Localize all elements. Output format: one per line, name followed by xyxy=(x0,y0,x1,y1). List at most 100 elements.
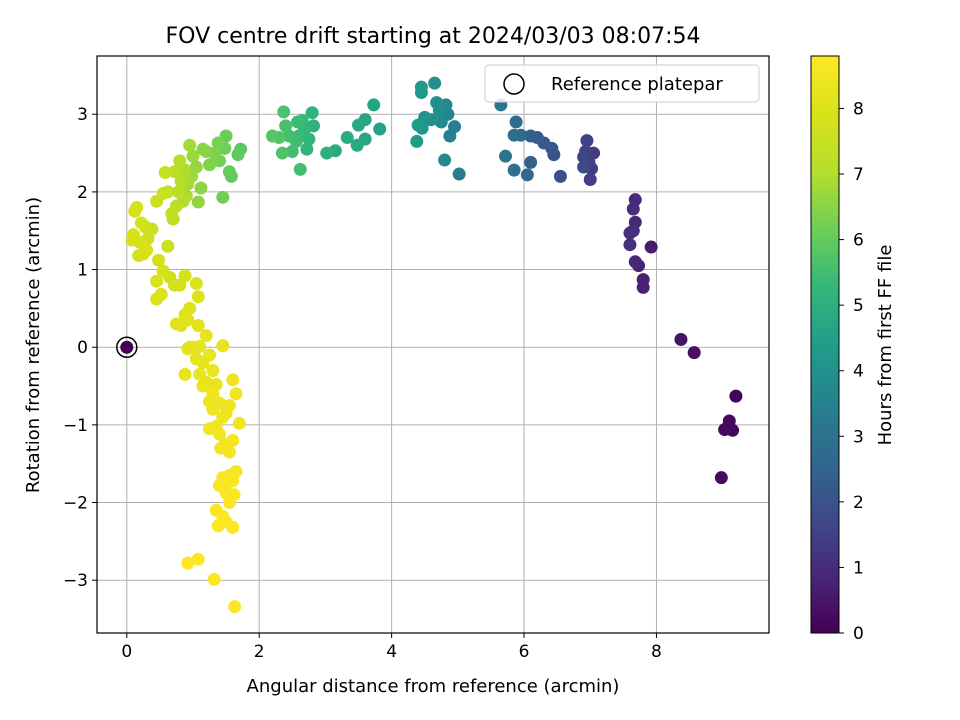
data-point xyxy=(206,402,220,416)
data-point xyxy=(636,280,650,294)
data-point xyxy=(183,301,197,315)
data-point xyxy=(226,520,240,534)
reference-marker xyxy=(116,336,138,358)
data-point xyxy=(373,122,387,136)
data-point xyxy=(229,387,243,401)
data-point xyxy=(227,488,241,502)
data-point xyxy=(167,165,181,179)
data-point xyxy=(203,158,217,172)
data-point xyxy=(524,129,538,143)
data-point xyxy=(291,115,305,129)
data-point xyxy=(206,387,220,401)
data-point xyxy=(183,138,197,152)
colorbar-tick-label: 1 xyxy=(853,558,864,578)
x-tick-label: 8 xyxy=(651,642,662,662)
data-point xyxy=(352,118,366,132)
data-point xyxy=(191,195,205,209)
data-point xyxy=(729,389,743,403)
data-point xyxy=(509,115,523,129)
data-point xyxy=(231,148,245,162)
data-point xyxy=(156,264,170,278)
data-point xyxy=(222,398,236,412)
x-axis-label: Angular distance from reference (arcmin) xyxy=(247,676,620,697)
data-point xyxy=(626,202,640,216)
data-point xyxy=(193,339,207,353)
x-tick-label: 0 xyxy=(121,642,132,662)
data-point xyxy=(174,174,188,188)
y-tick-label: 0 xyxy=(77,338,88,358)
legend-marker xyxy=(503,73,525,95)
data-point xyxy=(191,318,205,332)
data-point xyxy=(178,269,192,283)
colorbar-tick-label: 4 xyxy=(853,362,864,382)
data-point xyxy=(265,129,279,143)
y-tick-label: −3 xyxy=(63,571,88,591)
data-point xyxy=(438,153,452,167)
y-tick-label: 3 xyxy=(77,105,88,125)
data-point xyxy=(206,364,220,378)
data-point xyxy=(212,427,226,441)
data-point xyxy=(150,292,164,306)
data-point xyxy=(216,190,230,204)
data-point xyxy=(232,416,246,430)
data-point xyxy=(211,519,225,533)
data-point xyxy=(134,216,148,230)
data-point xyxy=(191,552,205,566)
data-point xyxy=(623,238,637,252)
data-point xyxy=(216,339,230,353)
data-point xyxy=(158,165,172,179)
data-point xyxy=(282,129,296,143)
data-point xyxy=(222,165,236,179)
y-tick-label: −1 xyxy=(63,416,88,436)
data-point xyxy=(623,226,637,240)
data-point xyxy=(196,142,210,156)
data-point xyxy=(165,207,179,221)
colorbar-tick-label: 2 xyxy=(853,493,864,513)
x-axis-ticks: 0 2 4 6 8 xyxy=(121,633,662,662)
data-point xyxy=(434,115,448,129)
data-point xyxy=(553,169,567,183)
data-point xyxy=(498,149,512,163)
legend-label: Reference platepar xyxy=(551,74,723,95)
data-point xyxy=(687,346,701,360)
data-point xyxy=(285,145,299,159)
data-point xyxy=(452,167,466,181)
data-point xyxy=(211,136,225,150)
data-point xyxy=(428,76,442,90)
x-tick-label: 2 xyxy=(254,642,265,662)
chart-title: FOV centre drift starting at 2024/03/03 … xyxy=(166,24,701,49)
data-point xyxy=(214,441,228,455)
data-point xyxy=(507,128,521,142)
data-point xyxy=(507,163,521,177)
y-tick-label: 2 xyxy=(77,183,88,203)
data-point xyxy=(410,134,424,148)
data-point xyxy=(203,422,217,436)
data-point xyxy=(443,129,457,143)
data-point xyxy=(577,160,591,174)
legend: Reference platepar xyxy=(484,64,760,103)
data-point xyxy=(178,367,192,381)
plot-frame xyxy=(96,55,770,634)
data-point xyxy=(300,142,314,156)
y-axis-ticks: −3 −2 −1 0 1 2 3 xyxy=(63,105,97,591)
data-point xyxy=(150,194,164,208)
data-point xyxy=(199,329,213,343)
data-point xyxy=(186,149,200,163)
data-point xyxy=(191,290,205,304)
colorbar xyxy=(810,55,840,634)
data-point xyxy=(350,138,364,152)
data-point xyxy=(181,313,195,327)
data-point xyxy=(367,98,381,112)
colorbar-label: Hours from first FF file xyxy=(875,245,896,446)
data-point xyxy=(430,96,444,110)
data-point xyxy=(340,131,354,145)
y-axis-label: Rotation from reference (arcmin) xyxy=(23,197,44,493)
data-point xyxy=(228,600,242,614)
data-point xyxy=(520,168,534,182)
data-point xyxy=(577,150,591,164)
colorbar-ticks: 0 1 2 3 4 5 6 7 8 xyxy=(839,99,864,644)
data-point xyxy=(181,556,195,570)
data-points xyxy=(120,76,743,614)
data-point xyxy=(226,373,240,387)
